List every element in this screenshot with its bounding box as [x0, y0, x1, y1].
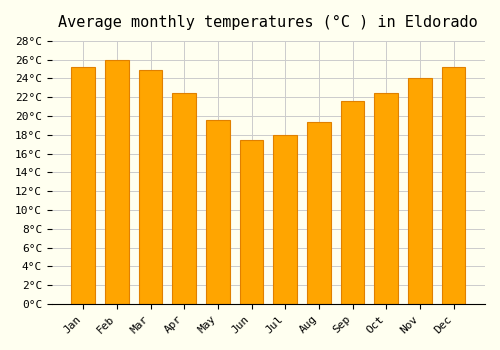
- Bar: [172, 92, 196, 304]
- Bar: [374, 92, 398, 304]
- Bar: [138, 70, 162, 304]
- Bar: [240, 140, 264, 304]
- Bar: [340, 101, 364, 304]
- Bar: [105, 60, 128, 304]
- Title: Average monthly temperatures (°C ) in Eldorado: Average monthly temperatures (°C ) in El…: [58, 15, 478, 30]
- Bar: [442, 67, 466, 304]
- Bar: [206, 120, 230, 304]
- Bar: [72, 67, 95, 304]
- Bar: [408, 78, 432, 304]
- Bar: [274, 135, 297, 304]
- Bar: [307, 122, 330, 304]
